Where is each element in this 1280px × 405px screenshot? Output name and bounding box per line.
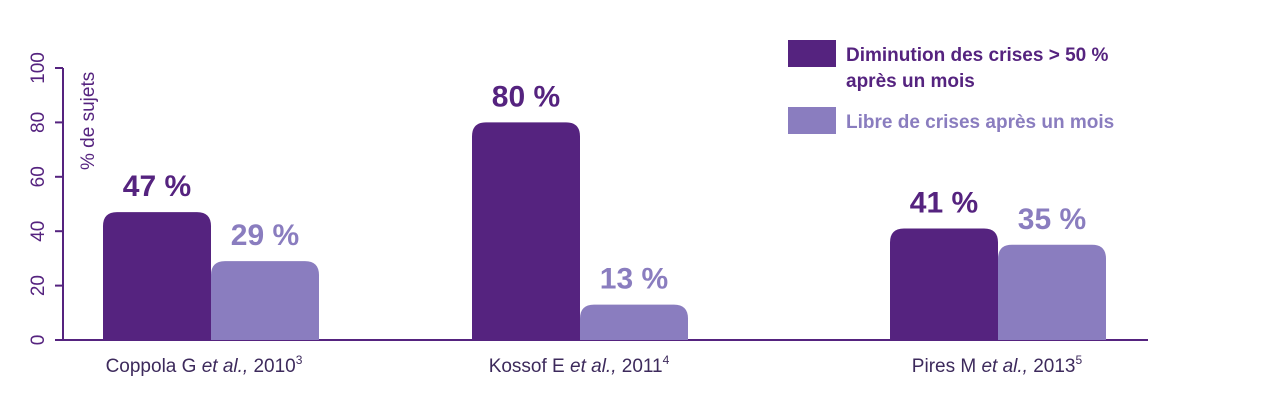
bar-diminution-0 [103, 212, 211, 340]
category-author: Kossof E [489, 356, 570, 377]
bar-libre-1 [580, 304, 688, 340]
y-tick-label: 80 [28, 112, 49, 133]
legend-swatch-1 [788, 107, 836, 134]
bar-value-label: 41 % [910, 186, 978, 219]
category-ref: 5 [1076, 353, 1083, 367]
category-etal: et al., [202, 356, 254, 377]
bar-value-label: 80 % [492, 80, 560, 113]
category-ref: 4 [663, 353, 670, 367]
bar-diminution-2 [890, 228, 998, 340]
legend-label: après un mois [846, 71, 975, 92]
legend-label: Diminution des crises > 50 % [846, 45, 1109, 66]
y-tick-label: 60 [28, 166, 49, 187]
category-etal: et al., [570, 356, 622, 377]
category-year: 2013 [1033, 356, 1075, 377]
bar-value-label: 29 % [231, 219, 299, 252]
category-author: Coppola G [106, 356, 202, 377]
bar-value-label: 47 % [123, 170, 191, 203]
y-tick-label: 0 [28, 335, 49, 346]
category-ref: 3 [296, 353, 303, 367]
x-category-label: Pires M et al., 20135 [912, 353, 1083, 377]
category-year: 2010 [253, 356, 295, 377]
legend-label: Libre de crises après un mois [846, 112, 1114, 133]
legend-swatch-0 [788, 40, 836, 67]
bar-value-label: 35 % [1018, 203, 1086, 236]
bar-libre-0 [211, 261, 319, 340]
x-category-label: Coppola G et al., 20103 [106, 353, 303, 377]
bar-diminution-1 [472, 122, 580, 341]
y-tick-label: 100 [28, 52, 49, 84]
y-tick-label: 40 [28, 221, 49, 242]
bar-value-label: 13 % [600, 263, 668, 296]
category-author: Pires M [912, 356, 982, 377]
category-year: 2011 [622, 356, 663, 377]
y-tick-label: 20 [28, 275, 49, 296]
x-category-label: Kossof E et al., 20114 [489, 353, 670, 377]
category-etal: et al., [981, 356, 1033, 377]
bar-libre-2 [998, 244, 1106, 340]
y-axis-title: % de sujets [78, 72, 99, 170]
